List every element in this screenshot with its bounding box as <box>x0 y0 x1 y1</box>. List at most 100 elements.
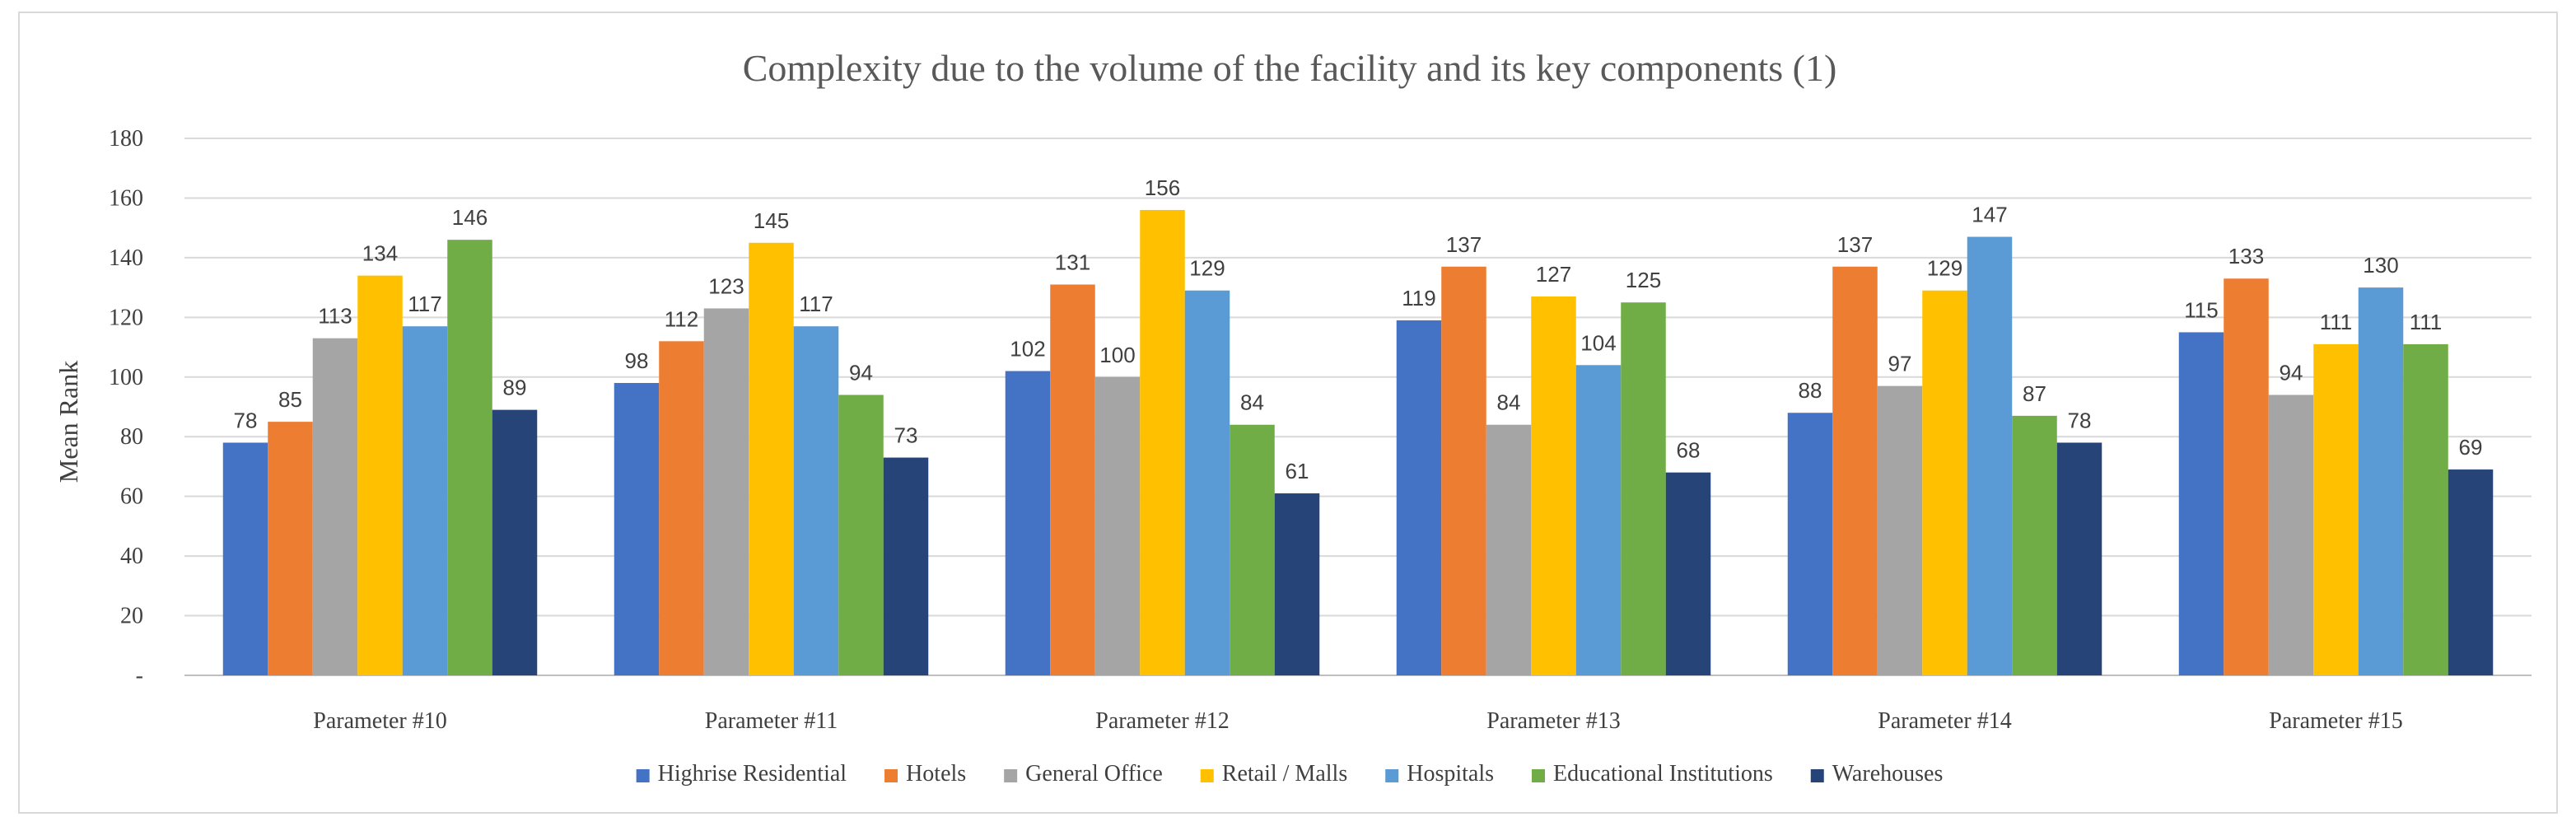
bar <box>2403 343 2448 675</box>
bar <box>1621 302 1666 675</box>
y-tick-label: 140 <box>109 245 143 271</box>
y-tick-label: 20 <box>120 604 143 629</box>
bar <box>838 394 884 675</box>
x-tick-label: Parameter #15 <box>2269 708 2403 734</box>
data-label: 129 <box>1189 256 1225 281</box>
bar <box>2012 415 2057 675</box>
data-label: 89 <box>503 376 527 400</box>
bar-chart: Complexity due to the volume of the faci… <box>54 47 2532 787</box>
x-tick-label: Parameter #12 <box>1095 708 1230 734</box>
x-tick-label: Parameter #10 <box>313 708 447 734</box>
bar <box>1230 424 1275 675</box>
y-axis-ticks: - 20 40 60 80 100 120 140 160 180 <box>109 126 143 689</box>
legend-swatch <box>1004 769 1018 782</box>
bar <box>2448 469 2494 675</box>
data-label: 119 <box>1402 286 1435 310</box>
data-label: 78 <box>2068 408 2092 432</box>
bar <box>1140 209 1185 675</box>
data-label: 131 <box>1055 250 1090 274</box>
bar <box>703 308 749 675</box>
legend-item: Hospitals <box>1385 761 1494 787</box>
x-axis-ticks: Parameter #10 Parameter #11 Parameter #12 P… <box>313 708 2403 734</box>
bar <box>2268 394 2314 675</box>
bar <box>2224 278 2269 675</box>
data-label: 84 <box>1240 390 1264 415</box>
data-label: 125 <box>1626 268 1661 292</box>
legend-label: Educational Institutions <box>1553 761 1773 787</box>
legend-item: Hotels <box>884 761 966 787</box>
bar <box>1396 320 1442 675</box>
bar <box>222 442 268 675</box>
data-label: 84 <box>1497 390 1521 415</box>
bar <box>1486 424 1532 675</box>
x-tick-label: Parameter #13 <box>1486 708 1621 734</box>
data-label: 111 <box>2320 310 2353 334</box>
legend-swatch <box>1810 769 1824 782</box>
data-label: 85 <box>278 387 302 412</box>
data-label: 134 <box>362 241 398 266</box>
y-axis-label: Mean Rank <box>54 361 83 483</box>
data-label: 102 <box>1010 337 1045 362</box>
legend-label: Retail / Malls <box>1222 761 1347 787</box>
legend-label: General Office <box>1025 761 1163 787</box>
bar <box>1531 296 1576 675</box>
data-labels: 78 85 113 134 117 146 89 98 112 123 145 117 94 73 102 1… <box>234 175 2483 483</box>
y-tick-label: 180 <box>109 126 143 152</box>
legend: Highrise Residential Hotels General Office… <box>636 761 1944 787</box>
bar <box>2178 332 2224 675</box>
data-label: 129 <box>1927 256 1962 281</box>
data-label: 88 <box>1799 378 1822 403</box>
legend-label: Warehouses <box>1832 761 1944 787</box>
data-label: 94 <box>849 361 873 385</box>
data-label: 147 <box>1972 203 2007 227</box>
data-label: 117 <box>799 292 833 316</box>
y-tick-label: 80 <box>120 424 143 450</box>
legend-item: Retail / Malls <box>1200 761 1347 787</box>
x-tick-label: Parameter #14 <box>1878 708 2012 734</box>
y-tick-label: 160 <box>109 185 143 211</box>
bar <box>492 409 538 675</box>
data-label: 133 <box>2228 244 2264 268</box>
y-tick-label: 120 <box>109 305 143 330</box>
bar <box>1832 266 1878 675</box>
bar <box>1922 290 1967 675</box>
bar <box>2056 442 2102 675</box>
bar <box>2358 287 2404 675</box>
bar <box>2313 343 2359 675</box>
chart-frame: Complexity due to the volume of the faci… <box>18 12 2558 814</box>
data-label: 61 <box>1286 459 1309 483</box>
data-label: 145 <box>754 208 789 233</box>
legend-label: Hotels <box>906 761 966 787</box>
bar <box>447 240 492 676</box>
legend-swatch <box>1385 769 1399 782</box>
x-tick-label: Parameter #11 <box>705 708 838 734</box>
data-label: 156 <box>1145 175 1180 200</box>
data-label: 137 <box>1446 232 1482 257</box>
data-label: 115 <box>2184 297 2218 322</box>
data-label: 112 <box>665 306 698 331</box>
bar <box>793 326 839 675</box>
y-tick-label: - <box>136 663 143 689</box>
legend-item: Highrise Residential <box>636 761 847 787</box>
bar <box>357 275 403 675</box>
bar <box>1274 493 1320 675</box>
legend-swatch <box>636 769 650 782</box>
legend-label: Highrise Residential <box>658 761 847 787</box>
legend-swatch <box>884 769 898 782</box>
bar <box>749 242 794 675</box>
data-label: 127 <box>1536 262 1571 287</box>
data-label: 78 <box>234 408 258 432</box>
data-label: 87 <box>2023 381 2046 406</box>
bar <box>1877 385 1923 675</box>
data-label: 123 <box>708 273 744 298</box>
bar <box>614 383 660 675</box>
bar <box>1967 236 2013 675</box>
legend-item: Educational Institutions <box>1532 761 1773 787</box>
bar <box>1575 365 1622 675</box>
bar <box>1094 376 1141 675</box>
data-label: 104 <box>1580 330 1616 355</box>
bar <box>1441 266 1486 675</box>
y-tick-label: 40 <box>120 544 143 569</box>
chart-title: Complexity due to the volume of the faci… <box>743 47 1837 89</box>
legend-swatch <box>1532 769 1545 782</box>
